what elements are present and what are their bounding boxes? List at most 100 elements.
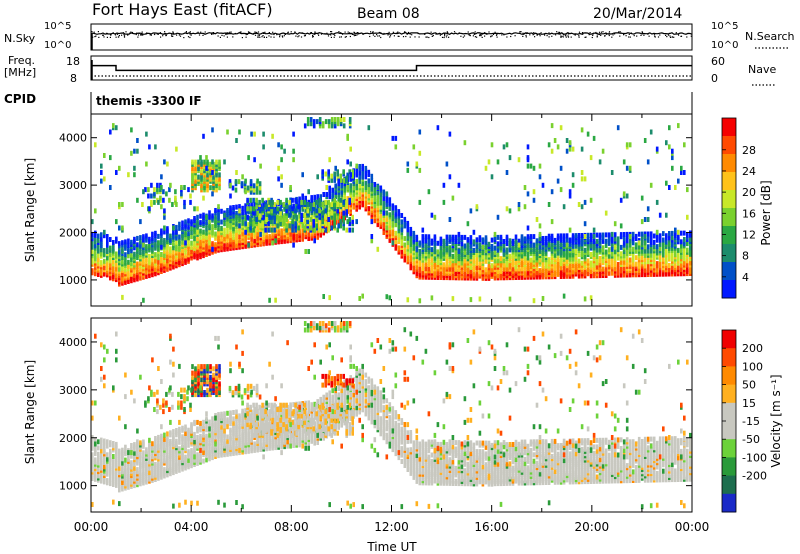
power-cell <box>340 215 343 221</box>
velocity-cell <box>109 455 112 461</box>
power-cell <box>665 248 668 254</box>
power-cell <box>94 208 97 214</box>
power-cell <box>529 234 533 240</box>
power-cell <box>205 165 208 171</box>
power-cell <box>136 197 139 203</box>
noise-search-dot <box>344 36 346 38</box>
power-cell <box>154 230 157 236</box>
power-cell <box>339 223 342 229</box>
velocity-cell <box>106 456 109 462</box>
power-cell <box>312 219 315 225</box>
power-cell <box>550 246 554 252</box>
power-cell <box>469 297 473 303</box>
power-cell <box>345 199 348 205</box>
power-cell <box>200 168 203 174</box>
noise-search-dot <box>330 36 332 38</box>
power-cell <box>303 225 306 231</box>
power-cell <box>142 242 145 248</box>
noise-search-dot <box>102 34 104 36</box>
power-cell <box>616 125 620 131</box>
power-cell <box>313 238 316 244</box>
power-cell <box>610 170 614 175</box>
noise-search-dot <box>142 34 144 36</box>
velocity-cell <box>94 472 97 478</box>
power-cell <box>183 185 186 190</box>
power-cell <box>665 233 668 239</box>
power-cell <box>571 172 575 178</box>
power-cell <box>442 243 446 249</box>
velocity-cell <box>91 439 94 445</box>
noise-search-dot <box>245 36 247 38</box>
velocity-cell <box>175 428 178 433</box>
power-cell <box>209 161 212 167</box>
noise-search-dot <box>619 35 621 37</box>
power-cell <box>649 182 653 188</box>
power-cell <box>607 236 611 242</box>
noise-search-dot <box>533 32 535 34</box>
power-cell <box>652 233 656 239</box>
power-cell <box>668 144 671 150</box>
power-cell <box>330 123 334 129</box>
power-cell <box>391 220 395 226</box>
power-cell <box>637 240 641 246</box>
power-cell <box>541 263 545 269</box>
noise-search-dot <box>492 33 495 35</box>
power-cell <box>276 199 279 205</box>
velocity-cell <box>115 474 118 480</box>
power-cell <box>649 235 653 241</box>
velocity-colorbar-segment <box>722 421 736 440</box>
noise-search-dot <box>136 32 138 34</box>
noise-search-dot <box>150 34 152 36</box>
power-cell <box>215 159 218 165</box>
noise-search-dot <box>480 33 482 36</box>
noise-search-dot <box>219 36 221 38</box>
power-cell <box>421 234 425 240</box>
power-cell <box>235 228 238 233</box>
noise-search-dot <box>484 35 486 37</box>
noise-search-dot <box>567 33 569 35</box>
power-cell <box>361 195 364 201</box>
velocity-cell <box>145 447 148 453</box>
noise-search-dot <box>146 32 148 34</box>
power-cell <box>214 231 217 237</box>
power-cell <box>460 269 464 274</box>
power-cell <box>496 159 500 165</box>
power-cell <box>150 193 153 199</box>
power-cell <box>526 163 530 169</box>
power-cell <box>279 199 282 205</box>
noise-search-dot <box>115 36 117 38</box>
power-cell <box>457 234 461 240</box>
power-cell <box>319 194 322 200</box>
noise-search-dot <box>172 33 175 35</box>
power-cell <box>211 127 214 133</box>
power-cell <box>394 144 398 150</box>
power-cell <box>291 206 294 212</box>
noise-search-dot <box>585 36 587 38</box>
power-cell <box>328 295 331 301</box>
power-cell <box>442 262 446 268</box>
noise-search-dot <box>258 35 260 37</box>
noise-search-dot <box>653 34 656 36</box>
noise-search-dot <box>525 33 527 35</box>
power-cell <box>493 245 497 251</box>
noise-search-dot <box>532 34 534 36</box>
noise-search-dot <box>467 31 469 33</box>
power-cell <box>541 182 545 188</box>
power-cell <box>238 223 241 229</box>
noise-search-dot <box>122 32 125 34</box>
power-cell <box>556 257 560 262</box>
power-cell <box>175 229 178 235</box>
power-cell <box>484 244 488 250</box>
noise-search-dot <box>106 32 108 35</box>
velocity-colorbar-segment <box>722 366 736 386</box>
power-cell <box>466 242 470 248</box>
power-colorbar-segment <box>722 136 736 155</box>
power-cell <box>187 231 190 237</box>
power-cell <box>211 170 214 175</box>
power-cell <box>689 236 692 242</box>
power-cell <box>418 167 422 173</box>
power-cell <box>526 255 530 261</box>
power-cell <box>336 169 339 175</box>
noise-search-dot <box>211 33 213 35</box>
power-cell <box>217 204 220 210</box>
